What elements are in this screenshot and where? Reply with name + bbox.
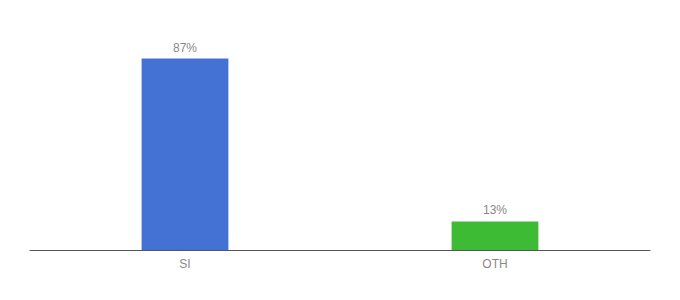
svg-text:OTH: OTH [482,257,507,271]
svg-text:87%: 87% [173,41,197,55]
svg-text:SI: SI [179,257,190,271]
svg-text:13%: 13% [483,203,507,217]
